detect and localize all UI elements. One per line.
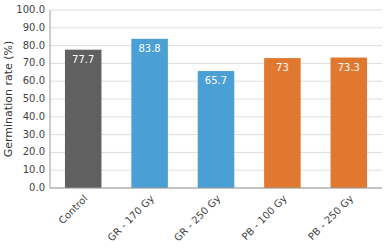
chart-container: 0.0 10.0 20.0 30.0 40.0 50.0 60.0 70.0 80.0 90.0 1… <box>0 0 392 248</box>
y-tick-label: 60.0 <box>23 75 45 86</box>
y-tick-label: 30.0 <box>23 129 45 140</box>
bars <box>65 39 367 188</box>
x-axis-line <box>50 188 382 189</box>
data-label: 73 <box>276 62 289 73</box>
y-tick-label: 80.0 <box>23 40 45 51</box>
y-tick-label: 20.0 <box>23 146 45 157</box>
x-tick-label: Control <box>56 193 89 226</box>
y-tick-label: 70.0 <box>23 57 45 68</box>
grid <box>50 10 382 188</box>
data-label: 83.8 <box>138 43 160 54</box>
bar <box>65 50 102 188</box>
grid-line <box>50 188 382 189</box>
x-tick-label: PB - 250 Gy <box>306 193 355 242</box>
y-ticks: 0.0 10.0 20.0 30.0 40.0 50.0 60.0 70.0 80.0 90.0 1… <box>16 4 45 193</box>
y-tick-label: 90.0 <box>23 22 45 33</box>
grid-line <box>50 27 382 28</box>
data-label: 77.7 <box>72 54 94 65</box>
y-tick-label: 50.0 <box>23 93 45 104</box>
x-tick-label: PB - 100 Gy <box>240 193 289 242</box>
data-label: 65.7 <box>205 75 227 86</box>
chart-svg: 0.0 10.0 20.0 30.0 40.0 50.0 60.0 70.0 80.0 90.0 1… <box>0 0 392 248</box>
y-axis-line <box>50 10 51 188</box>
y-axis-label: Germination rate (%) <box>2 41 15 158</box>
x-ticks: Control GR - 170 Gy GR - 250 Gy PB - 100 Gy… <box>56 193 355 244</box>
x-tick-label: GR - 170 Gy <box>105 193 156 244</box>
y-tick-label: 0.0 <box>29 182 45 193</box>
bar <box>198 71 235 188</box>
grid-line <box>50 45 382 46</box>
bar <box>131 39 168 188</box>
bar <box>264 58 301 188</box>
y-tick-label: 10.0 <box>23 164 45 175</box>
y-tick-label: 100.0 <box>16 4 45 15</box>
x-tick-label: GR - 250 Gy <box>172 193 223 244</box>
data-label: 73.3 <box>338 62 360 73</box>
y-tick-label: 40.0 <box>23 111 45 122</box>
bar <box>331 58 368 188</box>
data-labels: 77.7 83.8 65.7 73 73.3 <box>72 43 360 86</box>
grid-line <box>50 10 382 11</box>
